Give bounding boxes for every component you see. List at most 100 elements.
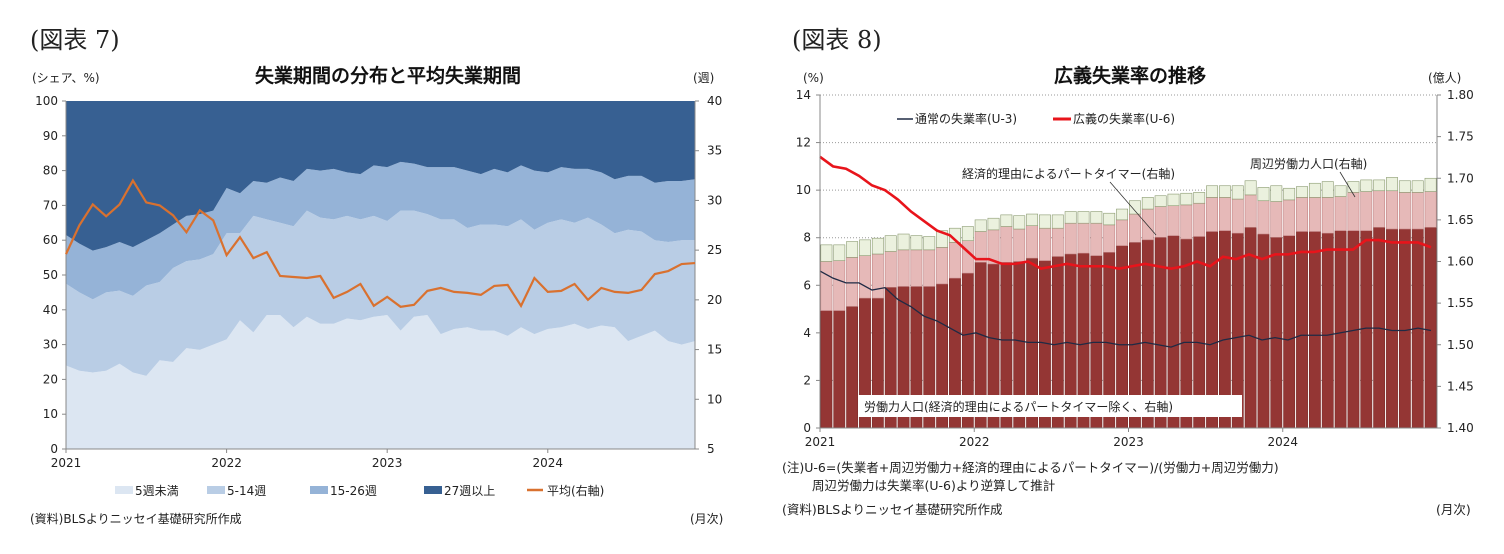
marginal-bar (936, 230, 949, 248)
legend-label: 27週以上 (444, 484, 495, 498)
legend-swatch (310, 486, 328, 494)
right-tick-label: 15 (707, 343, 722, 357)
marginal-bar (859, 239, 871, 256)
marginal-bar (1270, 185, 1283, 202)
legend-swatch (207, 486, 225, 494)
x-tick-label: 2024 (1267, 435, 1298, 449)
labor-force-bar (1424, 227, 1437, 429)
part-timer-bar (884, 251, 897, 288)
left-tick-label: 60 (43, 233, 58, 247)
part-timer-bar (1206, 197, 1218, 232)
chart-1-axes: 0 10 20 30 40 50 60 70 80 90 100 5 10 15 20 25 30 35 40 202… (35, 94, 722, 470)
figure-8-note-2: 周辺労働力は失業率(U-6)より逆算して推計 (812, 478, 1055, 493)
marginal-bar (1090, 211, 1103, 224)
marginal-bar (1398, 180, 1411, 193)
legend-u6-label: 広義の失業率(U-6) (1073, 111, 1175, 126)
right-tick-label: 1.80 (1447, 88, 1474, 102)
chart-1-title: 失業期間の分布と平均失業期間 (255, 64, 521, 87)
annotation-part-timers-arrow (1109, 181, 1157, 236)
part-timer-bar (1051, 227, 1064, 257)
labor-force-bar (820, 310, 833, 429)
marginal-bar (884, 235, 897, 252)
annotation-labor: 労働力人口(経済的理由によるパートタイマー除く、右軸) (864, 399, 1173, 414)
left-tick-label: 6 (803, 278, 811, 292)
part-timer-bar (833, 260, 846, 311)
left-tick-label: 0 (803, 421, 811, 435)
part-timer-bar (1193, 202, 1206, 237)
part-timer-bar (949, 242, 961, 279)
part-timer-bar (897, 249, 910, 287)
part-timer-bar (1424, 191, 1437, 228)
left-tick-label: 50 (43, 268, 58, 282)
left-tick-label: 14 (796, 88, 811, 102)
x-tick-label: 2022 (211, 456, 242, 470)
annotation-marginal: 周辺労働力人口(右軸) (1250, 156, 1367, 171)
part-timer-bar (1000, 226, 1013, 263)
figure-8-label: (図表 8) (792, 26, 882, 54)
part-timer-bar (1296, 197, 1308, 232)
part-timer-bar (1026, 225, 1039, 259)
marginal-bar (1141, 197, 1154, 210)
right-tick-label: 1.45 (1447, 379, 1474, 393)
figure-8: (図表 8) 広義失業率の推移 (%) (億人) 0 2 4 6 8 10 12 14 1.40… (782, 26, 1474, 517)
chart-2-bars (820, 177, 1437, 429)
figure-7-label: (図表 7) (30, 26, 120, 54)
marginal-bar (961, 226, 974, 241)
right-tick-label: 1.60 (1447, 255, 1474, 269)
marginal-bar (1064, 211, 1077, 224)
legend-label: 15-26週 (330, 484, 377, 498)
marginal-bar (1334, 185, 1347, 197)
chart-1-average-line (65, 178, 696, 309)
marginal-bar (923, 236, 936, 251)
marginal-bar (1154, 195, 1167, 207)
figure-8-note-1: (注)U-6=(失業者+周辺労働力+経済的理由によるパートタイマー)/(労働力+… (782, 460, 1279, 475)
legend-swatch (115, 486, 133, 494)
figure-7-source: (資料)BLSよりニッセイ基礎研究所作成 (30, 511, 242, 526)
part-timer-bar (1116, 219, 1128, 246)
part-timer-bar (1360, 191, 1373, 231)
area-2 (66, 210, 695, 376)
part-timer-bar (936, 247, 949, 285)
part-timer-bar (1283, 199, 1296, 236)
labor-force-bar (1334, 230, 1347, 429)
part-timer-bar (1347, 192, 1360, 231)
legend-u3-label: 通常の失業率(U-3) (915, 111, 1017, 126)
marginal-bar (1000, 214, 1013, 227)
figure-8-source: (資料)BLSよりニッセイ基礎研究所作成 (782, 502, 1002, 517)
labor-force-bar (1270, 237, 1283, 429)
marginal-bar (1373, 179, 1386, 192)
part-timer-bar (1218, 197, 1231, 231)
right-tick-label: 1.70 (1447, 171, 1474, 185)
marginal-bar (1116, 208, 1128, 221)
part-timer-bar (1270, 201, 1283, 238)
marginal-bar (1039, 214, 1051, 229)
marginal-bar (897, 233, 910, 251)
part-timer-bar (910, 249, 923, 287)
part-timer-bar (1321, 197, 1334, 234)
right-tick-label: 25 (707, 243, 722, 257)
marginal-bar (1283, 187, 1296, 201)
x-tick-label: 2021 (805, 435, 836, 449)
marginal-bar (1180, 192, 1193, 206)
left-tick-label: 12 (796, 136, 811, 150)
part-timer-bar (1257, 200, 1270, 235)
annotation-part-timers: 経済的理由によるパートタイマー(右軸) (962, 166, 1175, 181)
marginal-bar (1051, 214, 1064, 229)
right-tick-label: 20 (707, 293, 722, 307)
figure-8-frequency: (月次) (1436, 502, 1471, 517)
marginal-bar (1411, 180, 1424, 193)
part-timer-bar (1244, 194, 1257, 228)
left-tick-label: 2 (803, 373, 811, 387)
marginal-bar (1321, 181, 1334, 198)
x-tick-label: 2024 (533, 456, 564, 470)
marginal-bar (1347, 181, 1360, 193)
marginal-bar (1167, 193, 1180, 207)
part-timer-bar (846, 257, 859, 307)
part-timer-bar (1090, 222, 1103, 256)
annotation-labor-box (858, 395, 1242, 417)
part-timer-bar (1129, 213, 1141, 243)
part-timer-bar (1334, 196, 1347, 231)
labor-force-bar (1257, 233, 1270, 429)
chart-2-axes: 0 2 4 6 8 10 12 14 1.40 1.45 1.50 1.55 1.60 1.65 1.70 1… (796, 88, 1474, 449)
